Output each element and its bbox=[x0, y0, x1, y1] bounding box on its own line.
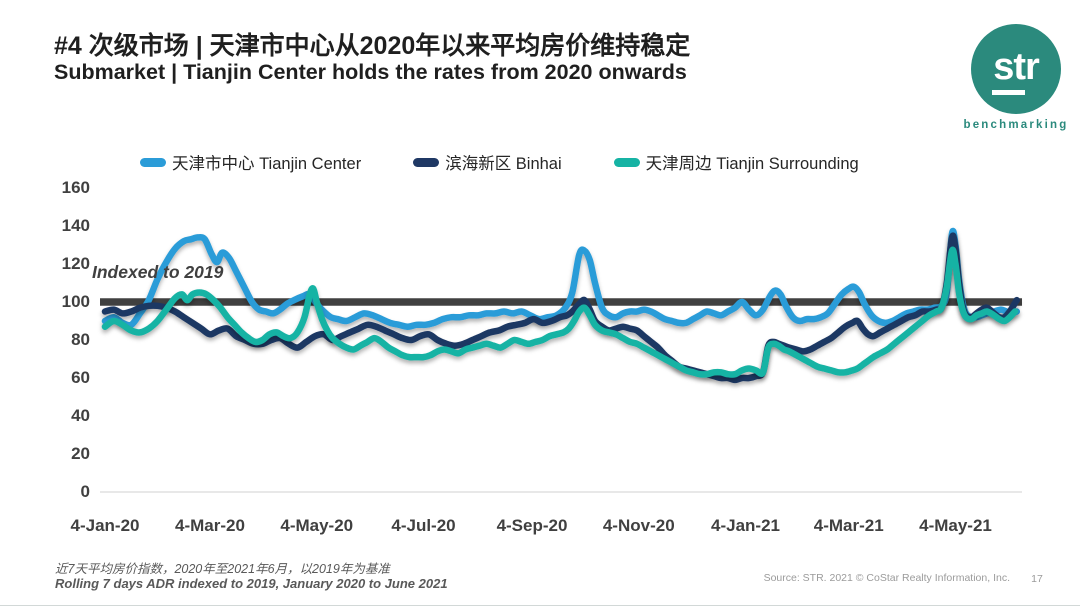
legend-swatch-tianjin-center bbox=[140, 157, 166, 167]
legend-label-binhai: 滨海新区 Binhai bbox=[445, 155, 562, 173]
page-title-zh: #4 次级市场 | 天津市中心从2020年以来平均房价维持稳定 bbox=[54, 32, 691, 60]
legend-item-binhai: 滨海新区 Binhai bbox=[413, 150, 562, 174]
page-title-en: Submarket | Tianjin Center holds the rat… bbox=[54, 60, 687, 84]
chart-legend: 天津市中心 Tianjin Center 滨海新区 Binhai 天津周边 Ti… bbox=[140, 150, 859, 174]
page-number: 17 bbox=[1031, 573, 1043, 585]
series-line-tianjin-surrounding bbox=[101, 246, 1019, 378]
str-logo-underline bbox=[992, 90, 1025, 95]
source-credit: Source: STR. 2021 © CoStar Realty Inform… bbox=[763, 572, 1010, 584]
legend-label-tianjin-surrounding: 天津周边 Tianjin Surrounding bbox=[645, 155, 859, 173]
str-logo-tagline: benchmarking bbox=[963, 119, 1069, 131]
legend-swatch-tianjin-surrounding bbox=[613, 157, 640, 167]
series-line-binhai bbox=[101, 232, 1021, 384]
legend-label-tianjin-center: 天津市中心 Tianjin Center bbox=[172, 155, 362, 173]
footnote-zh: 近7天平均房价指数，2020年至2021年6月，以2019年为基准 bbox=[55, 562, 390, 576]
legend-item-tianjin-center: 天津市中心 Tianjin Center bbox=[140, 150, 361, 174]
series-line-tianjin-center bbox=[101, 227, 1021, 330]
indexed-annotation: Indexed to 2019 bbox=[92, 262, 224, 282]
bottom-divider bbox=[0, 605, 1080, 606]
legend-item-tianjin-surrounding: 天津周边 Tianjin Surrounding bbox=[613, 150, 859, 174]
legend-swatch-binhai bbox=[413, 157, 440, 167]
str-logo-text: str bbox=[993, 46, 1040, 88]
footnote-en: Rolling 7 days ADR indexed to 2019, Janu… bbox=[55, 576, 448, 591]
str-logo: str bbox=[971, 24, 1061, 114]
